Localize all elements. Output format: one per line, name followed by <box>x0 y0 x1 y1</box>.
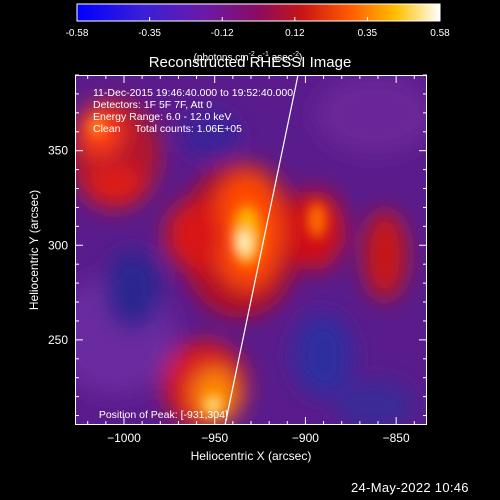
intensity-blob <box>293 313 353 397</box>
rhessi-image <box>75 75 427 425</box>
intensity-blob <box>165 200 225 270</box>
colorbar-units-text: (photons cm <box>193 52 249 64</box>
peak-position: Position of Peak: [-931,304] <box>93 397 228 421</box>
colorbar-tick-label: -0.35 <box>138 28 161 39</box>
x-tick-label: −900 <box>292 431 319 445</box>
colorbar-tick-label: 0.35 <box>358 28 378 39</box>
image-title: Reconstructed RHESSI Image <box>148 54 352 71</box>
colorbar-units-sup1: -2 <box>248 51 255 58</box>
colorbar: -0.58 -0.35 -0.12 0.12 0.35 0.58 <box>66 3 450 39</box>
x-tick-label: −1000 <box>107 431 141 445</box>
colorbar-tick-label: -0.58 <box>66 28 89 39</box>
info-line-clean: Clean Total counts: 1.06E+05 <box>93 123 242 135</box>
x-tick-label: −950 <box>201 431 228 445</box>
intensity-blob <box>363 210 407 300</box>
peak-label: Position of Peak: <box>98 409 178 421</box>
colorbar-units-mid2: asec <box>268 52 293 64</box>
colorbar-gradient <box>76 3 441 22</box>
intensity-core <box>89 118 327 414</box>
intensity-blob <box>105 250 161 330</box>
intensity-core-blob <box>89 118 105 136</box>
y-tick-label: 250 <box>48 333 68 347</box>
info-line-energy: Energy Range: 6.0 - 12.0 keV <box>93 111 232 123</box>
peak-value: [-931,304] <box>180 409 228 421</box>
intensity-blob <box>180 111 240 159</box>
x-tick-label: −850 <box>383 431 410 445</box>
colorbar-ticks: -0.58 -0.35 -0.12 0.12 0.35 0.58 <box>66 17 450 39</box>
y-axis-label: Heliocentric Y (arcsec) <box>27 190 41 310</box>
colorbar-units-sup2: -1 <box>262 51 269 58</box>
intensity-core-blob <box>307 202 327 238</box>
colorbar-tick-label: -0.12 <box>211 28 234 39</box>
colorbar-units-sup3: -2 <box>292 51 299 58</box>
y-tick-label: 350 <box>48 144 68 158</box>
axes: −1000 −950 −900 −850 250 300 350 Heliocentric… <box>27 74 427 463</box>
intensity-blob <box>315 75 427 155</box>
colorbar-tick-label: 0.58 <box>430 28 450 39</box>
x-axis-ticks: −1000 −950 −900 −850 <box>87 75 415 445</box>
info-line-time: 11-Dec-2015 19:46:40.000 to 19:52:40.000 <box>93 87 294 99</box>
x-axis-label: Heliocentric X (arcsec) <box>191 449 312 463</box>
intensity-blob <box>193 369 237 421</box>
colorbar-units-mid1: s <box>254 52 263 64</box>
colorbar-tick-label: 0.12 <box>285 28 305 39</box>
colorbar-units-end: ) <box>298 52 303 64</box>
intensity-core-blob <box>204 396 222 414</box>
y-axis-ticks: 250 300 350 <box>48 74 427 417</box>
intensity-core-blob <box>235 231 251 255</box>
plot-timestamp: 24-May-2022 10:46 <box>351 480 469 495</box>
intensity-blob <box>85 167 145 203</box>
intensity-blob <box>335 380 415 425</box>
solar-limb <box>224 75 299 425</box>
info-line-detectors: Detectors: 1F 5F 7F, Att 0 <box>93 99 213 111</box>
colorbar-units: (photons cm-2 s-1 asec-2) <box>188 40 303 64</box>
y-tick-label: 300 <box>48 238 68 252</box>
